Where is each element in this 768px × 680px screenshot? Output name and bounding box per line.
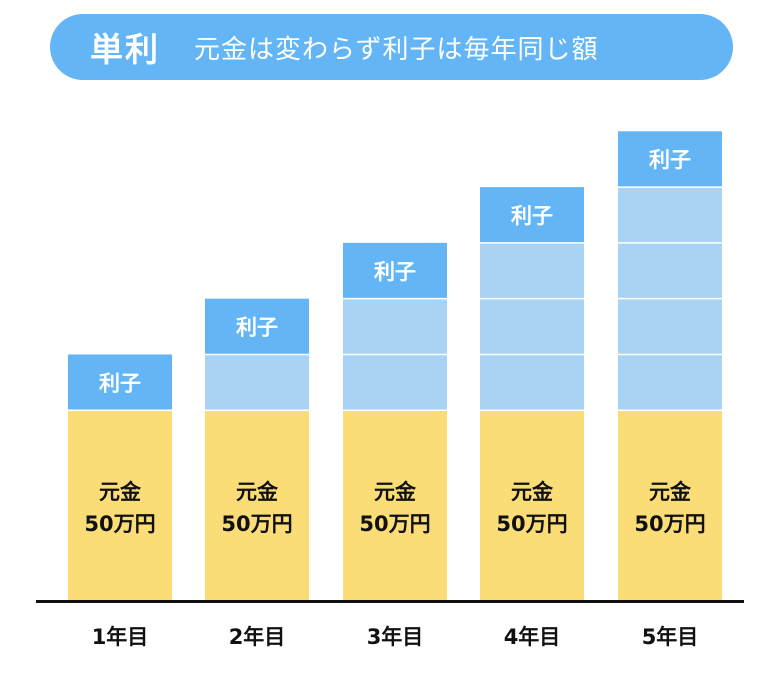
interest-label-4: 利子: [511, 204, 553, 228]
principal-bar-2: [205, 410, 309, 600]
principal-bar-1: [68, 410, 172, 600]
principal-amount-2: 50万円: [221, 512, 292, 536]
interest-block-3-1: [343, 354, 447, 411]
interest-block-5-5: [618, 131, 722, 188]
title-banner: 単利 元金は変わらず利子は毎年同じ額: [50, 14, 733, 80]
principal-label-4: 元金: [511, 480, 554, 504]
interest-block-4-3: [480, 242, 584, 299]
interest-label-2: 利子: [236, 316, 278, 340]
interest-block-4-2: [480, 298, 584, 355]
x-tick-label-1: 1年目: [91, 625, 149, 649]
x-tick-label-5: 5年目: [641, 625, 699, 649]
interest-label-1: 利子: [99, 371, 141, 395]
x-tick-label-2: 2年目: [228, 625, 286, 649]
principal-bar-5: [618, 410, 722, 600]
interest-block-4-1: [480, 354, 584, 411]
principal-label-5: 元金: [649, 480, 692, 504]
x-tick-label-3: 3年目: [366, 625, 424, 649]
page-title: 単利: [90, 30, 160, 69]
principal-label-3: 元金: [374, 480, 417, 504]
interest-block-5-2: [618, 298, 722, 355]
principal-bar-4: [480, 410, 584, 600]
interest-block-2-1: [205, 354, 309, 411]
interest-block-5-4: [618, 187, 722, 243]
interest-block-4-4: [480, 187, 584, 243]
principal-amount-4: 50万円: [496, 512, 567, 536]
x-tick-label-4: 4年目: [503, 625, 561, 649]
interest-block-1-1: [68, 354, 172, 411]
principal-amount-5: 50万円: [634, 512, 705, 536]
interest-label-5: 利子: [649, 148, 691, 172]
principal-bar-3: [343, 410, 447, 600]
interest-block-3-2: [343, 298, 447, 355]
principal-amount-3: 50万円: [359, 512, 430, 536]
principal-amount-1: 50万円: [84, 512, 155, 536]
principal-label-2: 元金: [236, 480, 279, 504]
interest-block-3-3: [343, 242, 447, 299]
principal-label-1: 元金: [99, 480, 142, 504]
interest-block-5-3: [618, 242, 722, 299]
interest-label-3: 利子: [374, 260, 416, 284]
page-subtitle: 元金は変わらず利子は毎年同じ額: [194, 34, 599, 65]
interest-block-5-1: [618, 354, 722, 411]
interest-block-2-2: [205, 298, 309, 355]
